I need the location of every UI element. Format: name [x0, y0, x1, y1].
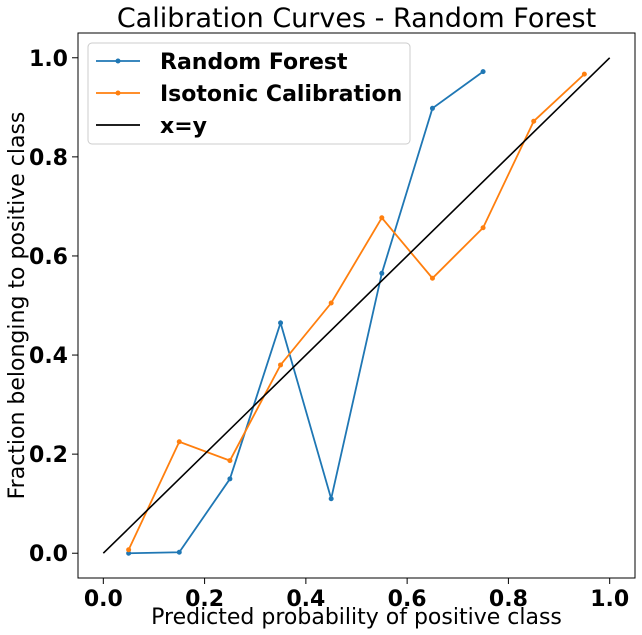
- series-line-random-forest: [128, 70, 484, 555]
- data-point-random-forest: [429, 105, 435, 111]
- legend: Random Forest Isotonic Calibration x=y: [87, 42, 411, 145]
- x-axis-label: Predicted probability of positive class: [151, 605, 562, 630]
- y-tick-label: 1.0: [29, 47, 68, 72]
- data-point-isotonic-calibration: [278, 362, 284, 368]
- data-point-isotonic-calibration: [379, 215, 385, 221]
- y-tick-label: 0.4: [29, 344, 68, 369]
- y-axis-ticks: 0.0 0.2 0.4 0.6 0.8 1.0: [29, 47, 78, 567]
- y-axis-label: Fraction belonging to positive class: [5, 112, 30, 500]
- x-tick-label: 0.6: [388, 587, 427, 612]
- series-line-isotonic-calibration: [127, 73, 585, 551]
- legend-box: [87, 42, 411, 145]
- y-tick-label: 0.8: [29, 146, 68, 171]
- legend-marker-isotonic-calibration: [115, 90, 121, 96]
- legend-label-x-y: x=y: [160, 114, 207, 139]
- series-layer: [102, 57, 611, 556]
- x-axis-ticks: 0.0 0.2 0.4 0.6 0.8 1.0: [84, 578, 629, 612]
- legend-label-random-forest: Random Forest: [160, 50, 348, 75]
- data-point-random-forest: [480, 69, 486, 75]
- y-tick-label: 0.2: [29, 443, 68, 468]
- data-point-isotonic-calibration: [581, 71, 587, 77]
- data-point-random-forest: [379, 270, 385, 276]
- data-point-isotonic-calibration: [480, 225, 486, 231]
- x-tick-label: 0.0: [84, 587, 123, 612]
- data-point-random-forest: [328, 496, 334, 502]
- data-point-random-forest: [176, 549, 182, 555]
- data-point-random-forest: [278, 320, 284, 326]
- data-point-random-forest: [126, 550, 132, 556]
- data-point-isotonic-calibration: [176, 439, 182, 445]
- x-tick-label: 0.4: [286, 587, 325, 612]
- legend-label-isotonic-calibration: Isotonic Calibration: [160, 82, 402, 107]
- data-point-isotonic-calibration: [328, 300, 334, 306]
- y-tick-label: 0.0: [29, 542, 68, 567]
- x-tick-label: 1.0: [590, 587, 629, 612]
- data-point-random-forest: [227, 476, 233, 482]
- series-line-x-y: [102, 57, 611, 554]
- data-point-isotonic-calibration: [227, 458, 233, 464]
- legend-marker-random-forest: [115, 58, 121, 64]
- data-point-isotonic-calibration: [531, 118, 537, 124]
- x-tick-label: 0.2: [185, 587, 224, 612]
- data-point-isotonic-calibration: [126, 547, 132, 553]
- chart-title: Calibration Curves - Random Forest: [117, 3, 596, 34]
- x-tick-label: 0.8: [489, 587, 528, 612]
- y-tick-label: 0.6: [29, 245, 68, 270]
- data-point-isotonic-calibration: [429, 275, 435, 281]
